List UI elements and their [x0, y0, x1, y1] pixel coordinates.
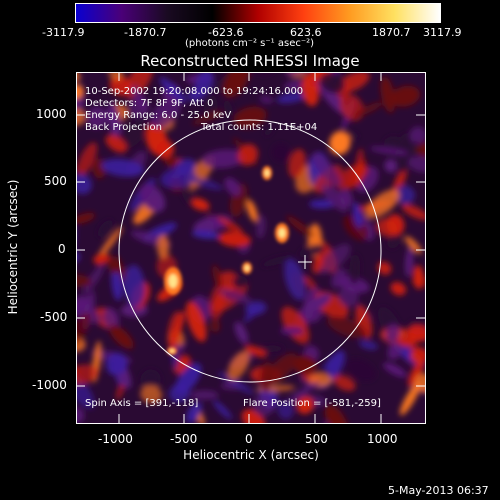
colorbar-tick: -3117.9: [42, 26, 85, 39]
info-method: Back Projection: [85, 122, 162, 133]
x-tick-label: 500: [305, 432, 328, 446]
colorbar: [75, 3, 441, 23]
info-total-counts: Total counts: 1.11E+04: [201, 122, 318, 133]
y-tick-label: -1000: [32, 378, 67, 392]
colorbar-tick: 623.6: [290, 26, 322, 39]
colorbar-unit-label: (photons cm⁻² s⁻¹ asec⁻²): [185, 38, 315, 49]
x-tick-label: -1000: [98, 432, 133, 446]
info-time-range: 10-Sep-2002 19:20:08.000 to 19:24:16.000: [85, 86, 304, 97]
colorbar-tick: -1870.7: [124, 26, 167, 39]
spin-axis-cross-icon: [298, 255, 312, 269]
info-flare-position: Flare Position = [-581,-259]: [243, 398, 381, 409]
footer-date: 5-May-2013 06:37: [388, 484, 489, 497]
info-detectors: Detectors: 7F 8F 9F, Att 0: [85, 98, 214, 109]
plot-title: Reconstructed RHESSI Image: [140, 52, 360, 70]
solar-limb-circle: [118, 119, 382, 383]
rhessi-image: [77, 73, 425, 423]
x-tick-label: 0: [245, 432, 253, 446]
colorbar-ticks: -3117.9 -1870.7 -623.6 623.6 1870.7 3117…: [0, 0, 500, 40]
y-tick-label: -500: [40, 310, 68, 324]
y-tick-label: 1000: [36, 107, 67, 121]
plot-area: 10-Sep-2002 19:20:08.000 to 19:24:16.000…: [76, 72, 426, 424]
colorbar-tick: -623.6: [208, 26, 244, 39]
y-tick-label: 0: [58, 242, 66, 256]
info-energy-range: Energy Range: 6.0 - 25.0 keV: [85, 110, 232, 121]
colorbar-gradient: [76, 4, 440, 22]
colorbar-tick: 3117.9: [423, 26, 462, 39]
y-tick-label: 500: [44, 174, 67, 188]
x-tick-label: 1000: [367, 432, 398, 446]
x-tick-label: -500: [170, 432, 198, 446]
colorbar-tick: 1870.7: [372, 26, 411, 39]
x-axis-label: Heliocentric X (arcsec): [183, 448, 319, 462]
info-spin-axis: Spin Axis = [391,-118]: [85, 398, 199, 409]
